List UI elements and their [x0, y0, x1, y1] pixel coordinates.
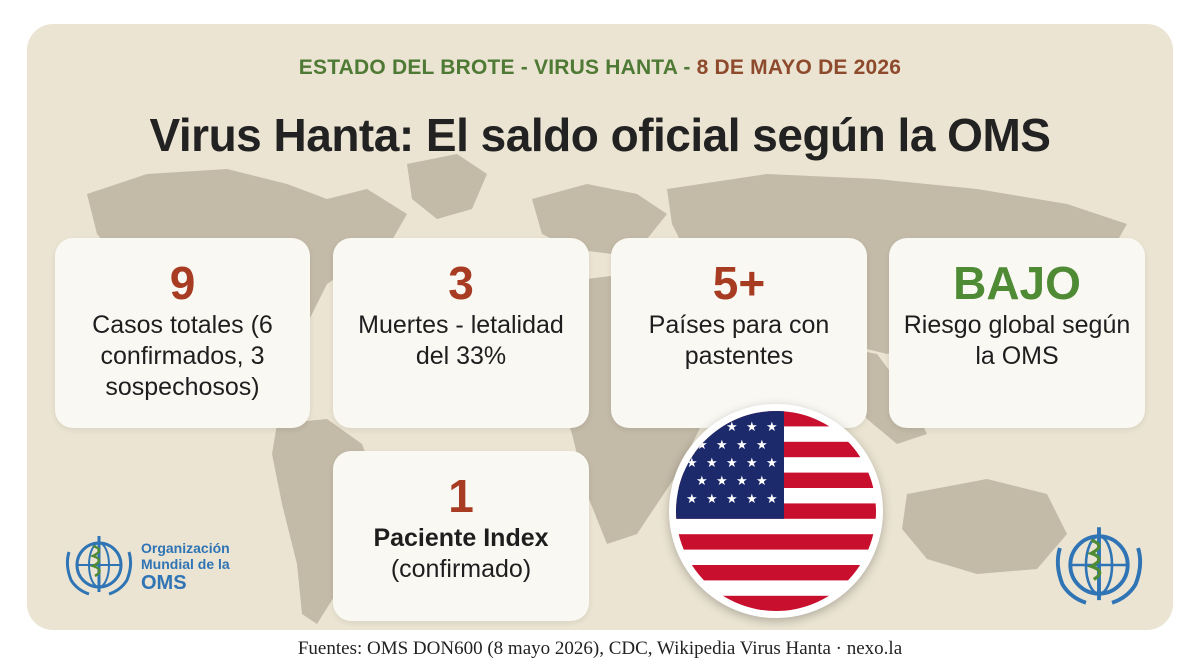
who-emblem-icon [65, 536, 133, 596]
svg-text:★: ★ [686, 492, 698, 507]
oms-logo-left: Organización Mundial de la OMS [63, 532, 263, 602]
kicker-topic: ESTADO DEL BROTE - VIRUS HANTA [298, 56, 678, 79]
svg-text:★: ★ [746, 420, 758, 435]
svg-text:★: ★ [686, 456, 698, 471]
svg-text:★: ★ [706, 456, 718, 471]
stat-card-cases: 9 Casos totales (6 confirmados, 3 sospec… [55, 238, 310, 428]
svg-text:★: ★ [686, 420, 698, 435]
svg-text:★: ★ [746, 456, 758, 471]
svg-text:★: ★ [766, 420, 778, 435]
svg-text:★: ★ [706, 492, 718, 507]
stat-label: Países para con pastentes [648, 311, 830, 370]
kicker-line: ESTADO DEL BROTE - VIRUS HANTA - 8 DE MA… [27, 56, 1173, 80]
stat-card-index-patient: 1 Paciente Index (confirmado) [333, 451, 589, 621]
svg-text:★: ★ [766, 492, 778, 507]
kicker-date: 8 DE MAYO DE 2026 [696, 56, 902, 79]
stat-value: 1 [448, 470, 474, 522]
who-emblem-icon-right [1055, 527, 1143, 605]
stat-card-countries: 5+ Países para con pastentes [611, 238, 867, 428]
org-line-3: OMS [141, 572, 187, 594]
stat-value: BAJO [953, 257, 1081, 309]
svg-text:★: ★ [736, 474, 748, 489]
svg-text:★: ★ [716, 438, 728, 453]
svg-text:★: ★ [726, 456, 738, 471]
svg-text:★: ★ [696, 438, 708, 453]
svg-text:★: ★ [736, 438, 748, 453]
stat-label: (confirmado) [390, 555, 532, 583]
us-flag-badge: ★ ★ ★ ★ ★ ★ ★ ★ ★ ★ ★ ★ ★ ★ ★ ★ ★ ★ ★ ★ ★ ★ ★ [669, 404, 883, 618]
stat-label-strong: Paciente Index [373, 524, 549, 552]
stat-card-risk: BAJO Riesgo global según la OMS [889, 238, 1145, 428]
stat-card-deaths: 3 Muertes - letalidad del 33% [333, 238, 589, 428]
svg-text:★: ★ [766, 456, 778, 471]
org-line-2: Mundial de la [141, 556, 230, 572]
svg-text:★: ★ [746, 492, 758, 507]
svg-text:★: ★ [756, 474, 768, 489]
oms-wordmark: Organización Mundial de la OMS [141, 540, 271, 594]
svg-text:★: ★ [716, 474, 728, 489]
svg-text:★: ★ [696, 474, 708, 489]
svg-text:★: ★ [726, 420, 738, 435]
stat-label: Riesgo global según la OMS [903, 311, 1131, 370]
stat-label: Casos totales (6 confirmados, 3 sospecho… [92, 311, 273, 401]
svg-text:★: ★ [756, 438, 768, 453]
org-line-1: Organización [141, 540, 230, 556]
stat-value: 9 [169, 257, 196, 309]
page-title: Virus Hanta: El saldo oficial según la O… [149, 109, 1051, 161]
stat-label: Muertes - letalidad del 33% [358, 311, 564, 370]
infographic-panel: ESTADO DEL BROTE - VIRUS HANTA - 8 DE MA… [27, 24, 1173, 630]
sources-footer: Fuentes: OMS DON600 (8 mayo 2026), CDC, … [297, 638, 903, 659]
svg-text:★: ★ [726, 492, 738, 507]
svg-text:★: ★ [706, 420, 718, 435]
stat-value: 5+ [712, 257, 766, 309]
stat-value: 3 [448, 257, 474, 309]
kicker-separator: - [677, 56, 697, 79]
us-flag-icon: ★ ★ ★ ★ ★ ★ ★ ★ ★ ★ ★ ★ ★ ★ ★ ★ ★ ★ ★ ★ ★ ★ ★ [676, 411, 876, 611]
